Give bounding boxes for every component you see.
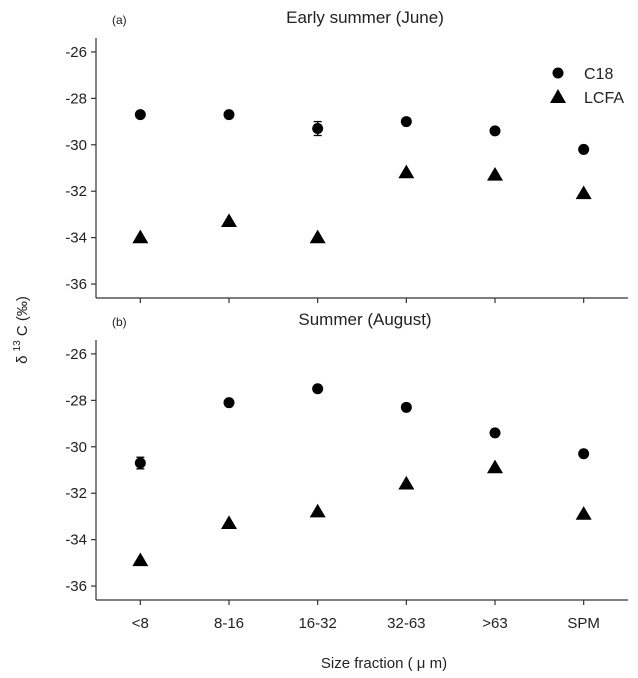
c18-point xyxy=(223,397,235,409)
y-tick-label: -28 xyxy=(65,392,87,409)
legend-c18-marker xyxy=(552,67,564,79)
y-tick-label: -30 xyxy=(65,137,87,154)
c18-point xyxy=(489,427,501,439)
lcfa-point xyxy=(575,506,592,520)
y-tick-label: -32 xyxy=(65,485,87,502)
c18-point xyxy=(312,383,324,395)
panel-title: Early summer (June) xyxy=(286,8,444,27)
legend-lcfa-marker xyxy=(550,89,566,103)
c18-point xyxy=(134,109,146,121)
x-tick-label: >63 xyxy=(482,615,507,632)
x-axis-label: Size fraction ( μ m) xyxy=(321,655,447,672)
panel-title: Summer (August) xyxy=(298,310,431,329)
c18-point xyxy=(578,143,590,155)
x-tick-label: 32-63 xyxy=(387,615,425,632)
y-axis-label-rest: C (‰) xyxy=(14,296,31,336)
y-axis-label: δ 13 C (‰) xyxy=(7,296,31,364)
y-tick-label: -34 xyxy=(65,230,87,247)
y-tick-label: -28 xyxy=(65,90,87,107)
x-tick-label: 8-16 xyxy=(214,615,244,632)
x-tick-label: 16-32 xyxy=(298,615,336,632)
y-axis-label-delta: δ xyxy=(14,356,31,364)
y-tick-label: -26 xyxy=(65,44,87,61)
x-axis-label-rest: m) xyxy=(430,655,448,672)
c18-point xyxy=(578,448,590,460)
c18-point xyxy=(223,109,235,121)
y-tick-label: -36 xyxy=(65,578,87,595)
lcfa-point xyxy=(309,229,326,244)
panel-label: (b) xyxy=(112,315,127,329)
c18-point xyxy=(489,125,501,137)
panel-a: -36 -34 -32 -30 -28 -26 Early summer (June) (a)… xyxy=(65,8,628,303)
lcfa-point xyxy=(221,213,237,227)
c18-point xyxy=(312,123,324,135)
lcfa-point xyxy=(398,164,415,179)
legend-label-lcfa: LCFA xyxy=(584,90,624,107)
legend-label-c18: C18 xyxy=(584,66,613,83)
y-tick-label: -26 xyxy=(65,346,87,363)
lcfa-point xyxy=(575,185,592,200)
lcfa-point xyxy=(221,515,237,529)
x-tick-label: <8 xyxy=(132,615,149,632)
chart-panels: -36 -34 -32 -30 -28 -26 Early summer (June) (a)… xyxy=(65,8,628,632)
c18-point xyxy=(400,116,412,128)
x-axis-label-mu: μ xyxy=(417,655,426,672)
y-tick-label: -30 xyxy=(65,439,87,456)
lcfa-point xyxy=(487,166,503,181)
panel-b: -36 -34 -32 -30 -28 -26 <8 8-16 16-32 32-63 >63 SPM… xyxy=(65,310,628,632)
y-tick-label: -32 xyxy=(65,183,87,200)
lcfa-point xyxy=(398,475,415,490)
c18-point xyxy=(134,457,146,469)
c18-point xyxy=(400,401,412,413)
lcfa-point xyxy=(132,229,149,244)
lcfa-point xyxy=(132,552,149,567)
lcfa-point xyxy=(487,459,503,474)
x-axis-label-main: Size fraction ( xyxy=(321,655,417,672)
y-tick-label: -36 xyxy=(65,276,87,293)
y-tick-label: -34 xyxy=(65,532,87,549)
y-axis-label-sup: 13 xyxy=(12,340,23,352)
panel-label: (a) xyxy=(112,13,127,27)
lcfa-point xyxy=(309,503,326,518)
x-tick-label: SPM xyxy=(567,615,600,632)
